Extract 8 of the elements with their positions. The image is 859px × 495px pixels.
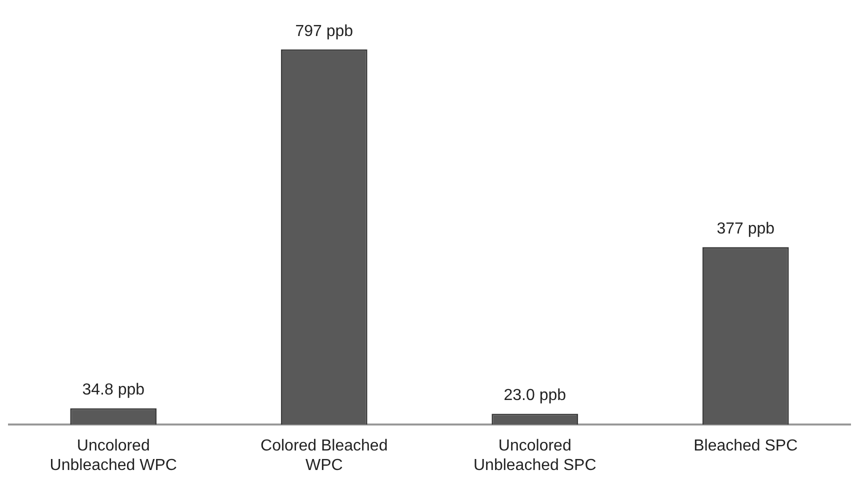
x-tick-label: Bleached SPC — [694, 438, 798, 455]
x-tick-label: Uncolored Unbleached SPC — [474, 438, 596, 474]
data-label: 377 ppb — [716, 220, 775, 238]
data-label: 34.8 ppb — [82, 382, 145, 399]
x-tick-label: Colored Bleached WPC — [260, 438, 388, 474]
data-label: 23.0 ppb — [504, 387, 566, 404]
x-tick-label: Uncolored Unbleached WPC — [50, 438, 177, 474]
data-label: 797 ppb — [295, 22, 354, 40]
